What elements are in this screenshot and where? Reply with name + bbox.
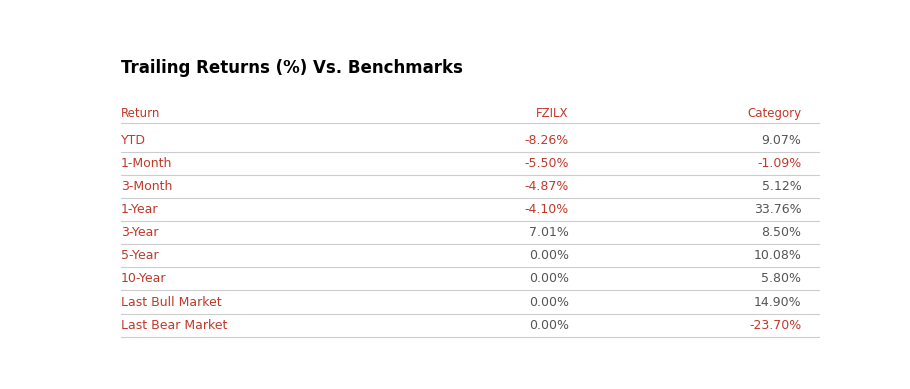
Text: -1.09%: -1.09% [757,157,802,170]
Text: 10-Year: 10-Year [121,272,167,286]
Text: 10.08%: 10.08% [753,249,802,263]
Text: -8.26%: -8.26% [524,134,569,147]
Text: 9.07%: 9.07% [762,134,802,147]
Text: Last Bear Market: Last Bear Market [121,319,228,331]
Text: 0.00%: 0.00% [529,319,569,331]
Text: 3-Month: 3-Month [121,180,172,193]
Text: -5.50%: -5.50% [524,157,569,170]
Text: 0.00%: 0.00% [529,272,569,286]
Text: -4.87%: -4.87% [524,180,569,193]
Text: -23.70%: -23.70% [749,319,802,331]
Text: 1-Year: 1-Year [121,203,158,216]
Text: 5-Year: 5-Year [121,249,158,263]
Text: 7.01%: 7.01% [529,226,569,239]
Text: FZILX: FZILX [536,107,569,119]
Text: 0.00%: 0.00% [529,296,569,308]
Text: 0.00%: 0.00% [529,249,569,263]
Text: -4.10%: -4.10% [524,203,569,216]
Text: 5.80%: 5.80% [762,272,802,286]
Text: YTD: YTD [121,134,146,147]
Text: Return: Return [121,107,160,119]
Text: 5.12%: 5.12% [762,180,802,193]
Text: 14.90%: 14.90% [753,296,802,308]
Text: 1-Month: 1-Month [121,157,172,170]
Text: Last Bull Market: Last Bull Market [121,296,221,308]
Text: Trailing Returns (%) Vs. Benchmarks: Trailing Returns (%) Vs. Benchmarks [121,59,462,77]
Text: 8.50%: 8.50% [762,226,802,239]
Text: 3-Year: 3-Year [121,226,158,239]
Text: 33.76%: 33.76% [753,203,802,216]
Text: Category: Category [747,107,802,119]
